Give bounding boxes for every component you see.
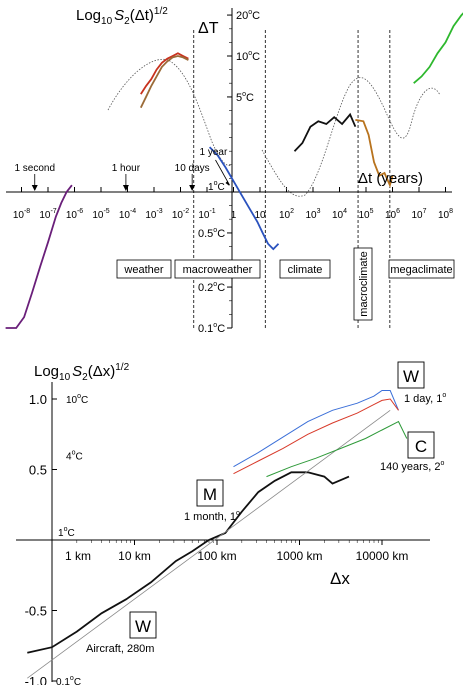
annotation-caption: 1 day, 1o bbox=[404, 392, 446, 405]
top-x-tick-label: 105 bbox=[358, 208, 373, 221]
annotation-box-letter: W bbox=[403, 367, 419, 386]
annotation-box-letter: M bbox=[203, 485, 217, 504]
spatial-scaling-chart: Log10 S2(Δx)1/2 1 km 10 km 100 km 1000 km 100… bbox=[16, 361, 446, 685]
bottom-series-line-1 bbox=[27, 409, 391, 679]
bottom-y-tick-label: -1.0 bbox=[25, 674, 47, 685]
top-x-tick-label: 104 bbox=[332, 208, 347, 221]
regime-box-macroweather bbox=[174, 259, 261, 279]
top-x-tick-label: 10-6 bbox=[66, 208, 83, 221]
bottom-temp-label: 0.1oC bbox=[56, 675, 81, 685]
top-series-line-2 bbox=[139, 55, 189, 109]
bottom-y-ticks: 1.0 0.5 -0.5 -1.0 10oC 4oC 1oC 0.1oC bbox=[25, 392, 89, 685]
annotation-caption: 140 years, 2o bbox=[380, 460, 445, 473]
top-x-tick-label: 10-4 bbox=[119, 208, 136, 221]
top-y-tick-label: 5oC bbox=[236, 91, 254, 104]
dotted-model-curve-weather bbox=[107, 58, 233, 167]
top-series-line-1 bbox=[140, 52, 189, 95]
time-marker-label: 1 second bbox=[14, 163, 55, 174]
top-x-tick-label: 106 bbox=[385, 208, 400, 221]
top-x-tick-label: 10-2 bbox=[172, 208, 189, 221]
top-y-tick-label: 1oC bbox=[208, 180, 225, 193]
top-y-tick-label: 10oC bbox=[236, 50, 260, 63]
bottom-y-tick-label: -0.5 bbox=[25, 604, 47, 619]
annotation-caption: Aircraft, 280m bbox=[86, 643, 154, 655]
regime-box-megaclimate bbox=[388, 259, 455, 279]
regime-label-macroclimate: macroclimate bbox=[358, 251, 370, 316]
bottom-x-tick-label: 1 km bbox=[65, 549, 91, 563]
bottom-temp-label: 1oC bbox=[58, 526, 75, 539]
bottom-x-tick-label: 10 km bbox=[118, 549, 151, 563]
top-y-tick-label: 0.5oC bbox=[198, 227, 225, 240]
top-x-ticks: 10-8 10-7 10-6 10-5 10-4 10-3 10-2 10-1 1 10 102 10… bbox=[13, 187, 453, 221]
bottom-y-axis-label: Log10 S2(Δx)1/2 bbox=[34, 362, 130, 383]
annotation-box-letter: W bbox=[135, 617, 151, 636]
time-marker-label: 1 hour bbox=[112, 163, 141, 174]
bottom-series-line-0 bbox=[27, 471, 350, 654]
bottom-series-line-2 bbox=[233, 390, 399, 468]
time-marker-arrowhead bbox=[122, 185, 129, 191]
time-markers: 1 second 1 hour 10 days 1 year bbox=[14, 147, 230, 191]
top-y-ticks: 20oC 10oC 5oC 1oC 0.5oC 0.2oC 0.1oC bbox=[198, 9, 260, 335]
top-x-tick-label: 108 bbox=[438, 208, 453, 221]
top-x-tick-label: 10-3 bbox=[145, 208, 162, 221]
regime-box-weather bbox=[116, 259, 172, 279]
regime-box-climate bbox=[279, 259, 331, 279]
top-y-tick-label: 0.2oC bbox=[198, 281, 225, 294]
top-y-tick-label: 0.1oC bbox=[198, 322, 225, 335]
dotted-model-curve-climate bbox=[261, 77, 441, 197]
top-series bbox=[5, 12, 463, 329]
time-marker-arrowhead bbox=[225, 181, 230, 186]
annotation-box-w bbox=[397, 361, 425, 389]
bottom-series-line-3 bbox=[233, 398, 399, 475]
top-x-tick-label: 10-7 bbox=[39, 208, 56, 221]
time-marker-arrowhead bbox=[189, 185, 196, 191]
bottom-annotations: W 1 day, 1o C 140 years, 2o M 1 month, 1o W Air… bbox=[86, 361, 446, 655]
top-x-tick-label: 10-1 bbox=[198, 208, 215, 221]
regime-label-climate: climate bbox=[288, 264, 323, 276]
top-x-tick-label: 103 bbox=[305, 208, 320, 221]
top-y-tick-label: 20oC bbox=[236, 9, 260, 22]
annotation-caption: 1 month, 1o bbox=[184, 510, 240, 523]
top-x-tick-label: 10-8 bbox=[13, 208, 30, 221]
bottom-temp-label: 10oC bbox=[66, 393, 88, 406]
annotation-box-letter: C bbox=[415, 437, 427, 456]
time-marker-arrowhead bbox=[31, 185, 38, 191]
time-marker-arrow bbox=[215, 159, 230, 186]
top-x-tick-label: 1 bbox=[231, 210, 237, 221]
annotation-box-c bbox=[407, 431, 435, 459]
top-x-tick-label: 10-5 bbox=[92, 208, 109, 221]
regime-label-weather: weather bbox=[123, 264, 163, 276]
bottom-y-tick-label: 0.5 bbox=[29, 463, 47, 478]
top-x-axis-label: Δt (years) bbox=[358, 170, 423, 187]
top-y-axis-label: Log10 S2(Δt)1/2 bbox=[76, 6, 168, 27]
top-series-line-0 bbox=[5, 184, 73, 329]
regime-label-megaclimate: megaclimate bbox=[390, 264, 452, 276]
top-x-tick-label: 10 bbox=[254, 210, 266, 221]
bottom-x-axis-label: Δx bbox=[330, 569, 350, 588]
bottom-x-tick-label: 10000 km bbox=[356, 549, 409, 563]
top-x-tick-label: 107 bbox=[411, 208, 426, 221]
regime-labels: weather macroweather climate megaclimate mac… bbox=[116, 247, 455, 321]
top-series-line-4 bbox=[293, 112, 357, 152]
bottom-series bbox=[27, 390, 408, 679]
bottom-series-line-4 bbox=[266, 420, 408, 478]
top-right-axis-label: ΔT bbox=[198, 20, 219, 37]
temporal-scaling-chart: Log10 S2(Δt)1/2 ΔT 10-8 10-7 10-6 10-5 10-4 10… bbox=[5, 6, 463, 335]
top-series-line-5 bbox=[355, 119, 394, 188]
top-x-tick-label: 102 bbox=[279, 208, 294, 221]
top-series-line-3 bbox=[208, 146, 280, 251]
regime-label-macroweather: macroweather bbox=[183, 264, 253, 276]
top-series-line-6 bbox=[413, 12, 463, 84]
bottom-x-tick-label: 100 km bbox=[197, 549, 236, 563]
bottom-temp-label: 4oC bbox=[66, 449, 83, 462]
bottom-y-tick-label: 1.0 bbox=[29, 392, 47, 407]
bottom-x-ticks: 1 km 10 km 100 km 1000 km 10000 km bbox=[51, 540, 409, 563]
time-marker-label: 10 days bbox=[175, 163, 210, 174]
annotation-box-m bbox=[196, 479, 224, 507]
regime-box-macroclimate bbox=[353, 247, 373, 321]
annotation-box-w bbox=[129, 611, 157, 639]
time-marker-label: 1 year bbox=[200, 147, 228, 158]
bottom-x-tick-label: 1000 km bbox=[276, 549, 322, 563]
